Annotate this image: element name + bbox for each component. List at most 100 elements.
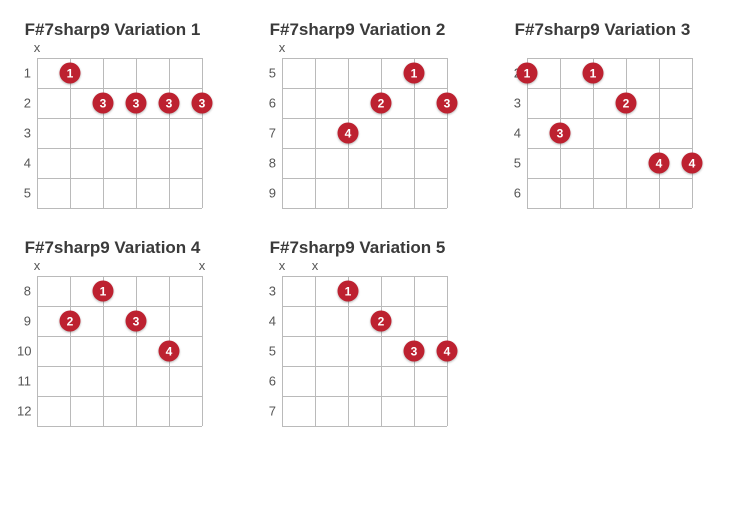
finger-dot: 1 <box>404 63 425 84</box>
finger-dot: 4 <box>682 153 703 174</box>
fret-number: 7 <box>262 404 276 419</box>
chord-title: F#7sharp9 Variation 1 <box>15 20 210 40</box>
fret-number: 4 <box>262 314 276 329</box>
finger-dot: 1 <box>338 281 359 302</box>
mute-marker: x <box>34 40 41 55</box>
fret-line <box>37 366 202 367</box>
chord-title: F#7sharp9 Variation 3 <box>505 20 700 40</box>
string-line <box>169 58 170 208</box>
fret-number: 5 <box>507 156 521 171</box>
chord-diagram: 89101112xx1234 <box>37 276 210 426</box>
string-line <box>202 276 203 426</box>
string-line <box>447 58 448 208</box>
fret-line <box>37 88 202 89</box>
string-line <box>103 58 104 208</box>
mute-marker: x <box>279 258 286 273</box>
string-line <box>315 276 316 426</box>
fret-number: 6 <box>262 96 276 111</box>
fret-number: 8 <box>17 284 31 299</box>
chord-title: F#7sharp9 Variation 4 <box>15 238 210 258</box>
mute-marker: x <box>199 258 206 273</box>
string-line <box>626 58 627 208</box>
chord-title: F#7sharp9 Variation 2 <box>260 20 455 40</box>
fret-number: 5 <box>262 344 276 359</box>
fret-line <box>282 276 447 277</box>
finger-dot: 3 <box>404 341 425 362</box>
fret-number: 4 <box>17 156 31 171</box>
chord-variation-1: F#7sharp9 Variation 1 12345x13333 <box>15 20 210 208</box>
string-line <box>282 58 283 208</box>
mute-marker: x <box>279 40 286 55</box>
finger-dot: 3 <box>192 93 213 114</box>
string-line <box>381 276 382 426</box>
fret-line <box>282 118 447 119</box>
fret-line <box>37 148 202 149</box>
fret-number: 3 <box>262 284 276 299</box>
fretboard: 56789x1234 <box>282 58 447 208</box>
fret-number: 9 <box>262 186 276 201</box>
chord-diagram: 23456112344 <box>527 58 700 208</box>
finger-dot: 3 <box>437 93 458 114</box>
fret-number: 6 <box>507 186 521 201</box>
fretboard: 12345x13333 <box>37 58 202 208</box>
fret-number: 10 <box>17 344 31 359</box>
finger-dot: 4 <box>338 123 359 144</box>
chord-variation-2: F#7sharp9 Variation 2 56789x1234 <box>260 20 455 208</box>
finger-dot: 1 <box>517 63 538 84</box>
fret-line <box>282 426 447 427</box>
string-line <box>315 58 316 208</box>
fret-number: 4 <box>507 126 521 141</box>
fret-line <box>37 396 202 397</box>
finger-dot: 3 <box>550 123 571 144</box>
string-line <box>282 276 283 426</box>
fret-number: 7 <box>262 126 276 141</box>
fret-line <box>527 118 692 119</box>
fret-number: 8 <box>262 156 276 171</box>
fret-line <box>282 396 447 397</box>
string-line <box>136 58 137 208</box>
finger-dot: 3 <box>126 93 147 114</box>
fret-line <box>527 88 692 89</box>
finger-dot: 1 <box>93 281 114 302</box>
fret-line <box>527 148 692 149</box>
fret-line <box>37 306 202 307</box>
string-line <box>659 58 660 208</box>
fret-number: 12 <box>17 404 31 419</box>
finger-dot: 1 <box>60 63 81 84</box>
chord-diagram: 12345x13333 <box>37 58 210 208</box>
chord-variation-4: F#7sharp9 Variation 4 89101112xx1234 <box>15 238 210 426</box>
fret-number: 11 <box>17 374 31 389</box>
fret-line <box>282 366 447 367</box>
fret-number: 6 <box>262 374 276 389</box>
fret-line <box>37 58 202 59</box>
mute-marker: x <box>34 258 41 273</box>
fretboard: 89101112xx1234 <box>37 276 202 426</box>
fret-number: 2 <box>17 96 31 111</box>
fret-number: 3 <box>507 96 521 111</box>
chord-variation-3: F#7sharp9 Variation 323456112344 <box>505 20 700 208</box>
fret-line <box>527 58 692 59</box>
string-line <box>37 276 38 426</box>
finger-dot: 2 <box>60 311 81 332</box>
string-line <box>136 276 137 426</box>
fretboard: 23456112344 <box>527 58 692 208</box>
string-line <box>70 276 71 426</box>
finger-dot: 2 <box>371 311 392 332</box>
fret-line <box>282 148 447 149</box>
finger-dot: 2 <box>371 93 392 114</box>
fret-line <box>37 276 202 277</box>
string-line <box>37 58 38 208</box>
fret-line <box>527 208 692 209</box>
mute-marker: x <box>312 258 319 273</box>
finger-dot: 3 <box>93 93 114 114</box>
fret-line <box>282 208 447 209</box>
finger-dot: 2 <box>616 93 637 114</box>
finger-dot: 3 <box>159 93 180 114</box>
fret-line <box>37 118 202 119</box>
string-line <box>692 58 693 208</box>
chord-diagram: 34567xx1234 <box>282 276 455 426</box>
fretboard: 34567xx1234 <box>282 276 447 426</box>
string-line <box>381 58 382 208</box>
finger-dot: 4 <box>159 341 180 362</box>
chord-diagram: 56789x1234 <box>282 58 455 208</box>
